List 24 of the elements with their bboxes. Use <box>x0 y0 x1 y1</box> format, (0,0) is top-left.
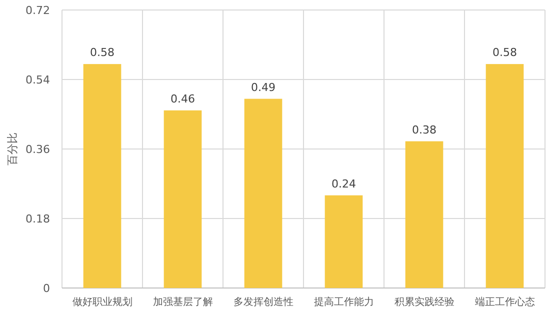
data-label: 0.58 <box>492 46 517 60</box>
bar <box>244 98 282 288</box>
data-label: 0.46 <box>170 92 195 106</box>
y-tick-label: 0.72 <box>26 4 50 17</box>
bar <box>83 64 122 288</box>
y-tick-label: 0.18 <box>26 212 50 226</box>
y-tick-label: 0 <box>43 282 50 295</box>
data-label: 0.49 <box>251 80 276 94</box>
x-tick-label: 提高工作能力 <box>314 296 374 308</box>
y-tick-label: 0.36 <box>26 143 50 156</box>
bar <box>405 141 444 288</box>
x-tick-label: 积累实践经验 <box>394 296 454 308</box>
x-tick-label: 多发挥创造性 <box>233 296 294 308</box>
x-tick-label: 加强基层了解 <box>152 296 213 308</box>
y-axis-title: 百分比 <box>6 132 19 166</box>
bar <box>486 64 524 288</box>
x-tick-label: 端正工作心态 <box>474 296 535 308</box>
bar <box>324 195 363 288</box>
data-label: 0.24 <box>332 177 356 190</box>
data-label: 0.58 <box>90 46 114 60</box>
bar <box>164 110 202 288</box>
y-tick-label: 0.54 <box>26 74 50 86</box>
data-label: 0.38 <box>412 123 436 136</box>
x-tick-label: 做好职业规划 <box>72 296 132 308</box>
